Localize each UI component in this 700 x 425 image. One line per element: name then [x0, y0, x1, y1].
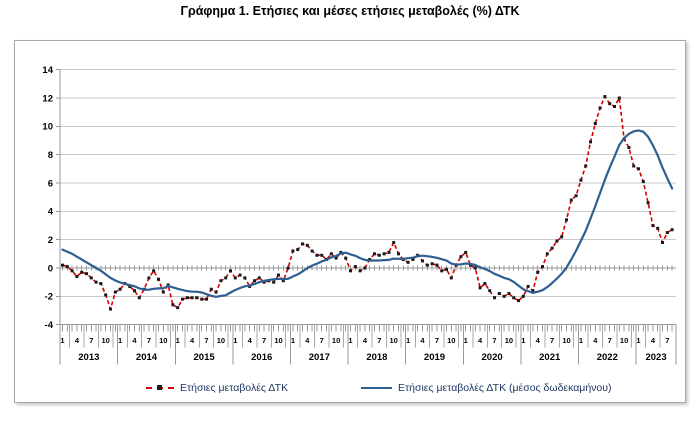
svg-text:4: 4: [420, 336, 425, 345]
svg-text:1: 1: [118, 336, 122, 345]
chart-title: Γράφημα 1. Ετήσιες και μέσες ετήσιες μετ…: [180, 4, 520, 18]
svg-text:7: 7: [665, 336, 669, 345]
svg-text:4: 4: [132, 336, 137, 345]
legend-item-average: Ετήσιες μεταβολές ΔΤΚ (μέσος δωδεκαμήνου…: [361, 382, 612, 394]
svg-text:4: 4: [75, 336, 80, 345]
svg-text:1: 1: [464, 336, 468, 345]
svg-text:7: 7: [147, 336, 151, 345]
svg-text:14: 14: [42, 65, 53, 76]
svg-text:2022: 2022: [597, 352, 618, 363]
svg-text:7: 7: [435, 336, 439, 345]
svg-text:4: 4: [593, 336, 598, 345]
svg-text:7: 7: [320, 336, 324, 345]
chart-legend: Ετήσιες μεταβολές ΔΤΚ Ετήσιες μεταβολές …: [15, 382, 685, 400]
svg-text:2017: 2017: [309, 352, 330, 363]
svg-text:10: 10: [390, 336, 398, 345]
svg-text:1: 1: [636, 336, 640, 345]
svg-text:10: 10: [274, 336, 282, 345]
svg-text:7: 7: [608, 336, 612, 345]
legend-annual-marker-square: [157, 385, 162, 390]
svg-text:1: 1: [348, 336, 352, 345]
svg-text:0: 0: [48, 263, 53, 274]
svg-text:10: 10: [332, 336, 340, 345]
svg-text:-2: -2: [45, 292, 53, 303]
svg-text:2019: 2019: [424, 352, 445, 363]
annual-series: [61, 95, 674, 311]
svg-text:4: 4: [536, 336, 541, 345]
svg-text:1: 1: [176, 336, 180, 345]
y-axis: [56, 69, 61, 326]
legend-average-line-sample: [361, 386, 392, 390]
svg-text:2: 2: [48, 235, 53, 246]
svg-text:4: 4: [190, 336, 195, 345]
svg-text:2020: 2020: [482, 352, 503, 363]
svg-text:1: 1: [60, 336, 64, 345]
svg-text:2018: 2018: [366, 352, 387, 363]
svg-text:8: 8: [48, 150, 53, 161]
svg-text:2023: 2023: [645, 352, 666, 363]
average-series-line: [61, 129, 674, 298]
chart-box: -4 -2 0 2 4 6 8 10 12 14 1 4 7 10 1 4 7 10 1 4 7 10 1 4 7 10 1 4 7 10…: [14, 40, 686, 403]
svg-text:7: 7: [550, 336, 554, 345]
svg-text:4: 4: [651, 336, 656, 345]
svg-text:7: 7: [204, 336, 208, 345]
svg-text:10: 10: [159, 336, 167, 345]
legend-average-label: Ετήσιες μεταβολές ΔΤΚ (μέσος δωδεκαμήνου…: [398, 382, 612, 394]
svg-text:1: 1: [233, 336, 237, 345]
svg-text:10: 10: [102, 336, 110, 345]
svg-text:1: 1: [406, 336, 410, 345]
legend-annual-label: Ετήσιες μεταβολές ΔΤΚ: [180, 382, 289, 394]
svg-text:7: 7: [262, 336, 266, 345]
svg-text:4: 4: [48, 207, 54, 218]
svg-text:4: 4: [248, 336, 253, 345]
average-series: [61, 129, 674, 298]
svg-text:6: 6: [48, 178, 53, 189]
year-labels: 2013 2014 2015 2016 2017 2018 2019 2020 2021 2022…: [78, 352, 666, 363]
svg-text:10: 10: [447, 336, 455, 345]
svg-text:10: 10: [42, 122, 53, 133]
svg-text:7: 7: [89, 336, 93, 345]
svg-text:7: 7: [377, 336, 381, 345]
x-axis: [59, 324, 677, 365]
svg-text:4: 4: [478, 336, 483, 345]
zero-axis: [60, 265, 676, 271]
svg-text:1: 1: [521, 336, 525, 345]
legend-annual-line-sample: [146, 385, 174, 390]
svg-text:10: 10: [505, 336, 513, 345]
svg-text:1: 1: [579, 336, 583, 345]
svg-text:12: 12: [42, 93, 53, 104]
svg-text:2016: 2016: [251, 352, 272, 363]
legend-item-annual: Ετήσιες μεταβολές ΔΤΚ: [146, 382, 288, 394]
svg-text:7: 7: [492, 336, 496, 345]
svg-text:10: 10: [562, 336, 570, 345]
svg-text:1: 1: [291, 336, 295, 345]
svg-text:-4: -4: [45, 320, 54, 331]
y-axis-labels: -4 -2 0 2 4 6 8 10 12 14: [42, 65, 53, 331]
svg-text:4: 4: [305, 336, 310, 345]
y-gridlines: [60, 69, 676, 297]
svg-text:10: 10: [620, 336, 628, 345]
svg-text:2021: 2021: [539, 352, 561, 363]
svg-text:2013: 2013: [78, 352, 99, 363]
month-labels: 1 4 7 10 1 4 7 10 1 4 7 10 1 4 7 10 1 4 7 10 1 4 7 10 1 4 7 10 1 4 7 10…: [60, 336, 669, 345]
svg-text:2014: 2014: [136, 352, 158, 363]
svg-text:4: 4: [363, 336, 368, 345]
svg-text:10: 10: [217, 336, 225, 345]
annual-series-line: [62, 95, 673, 310]
svg-text:2015: 2015: [194, 352, 216, 363]
